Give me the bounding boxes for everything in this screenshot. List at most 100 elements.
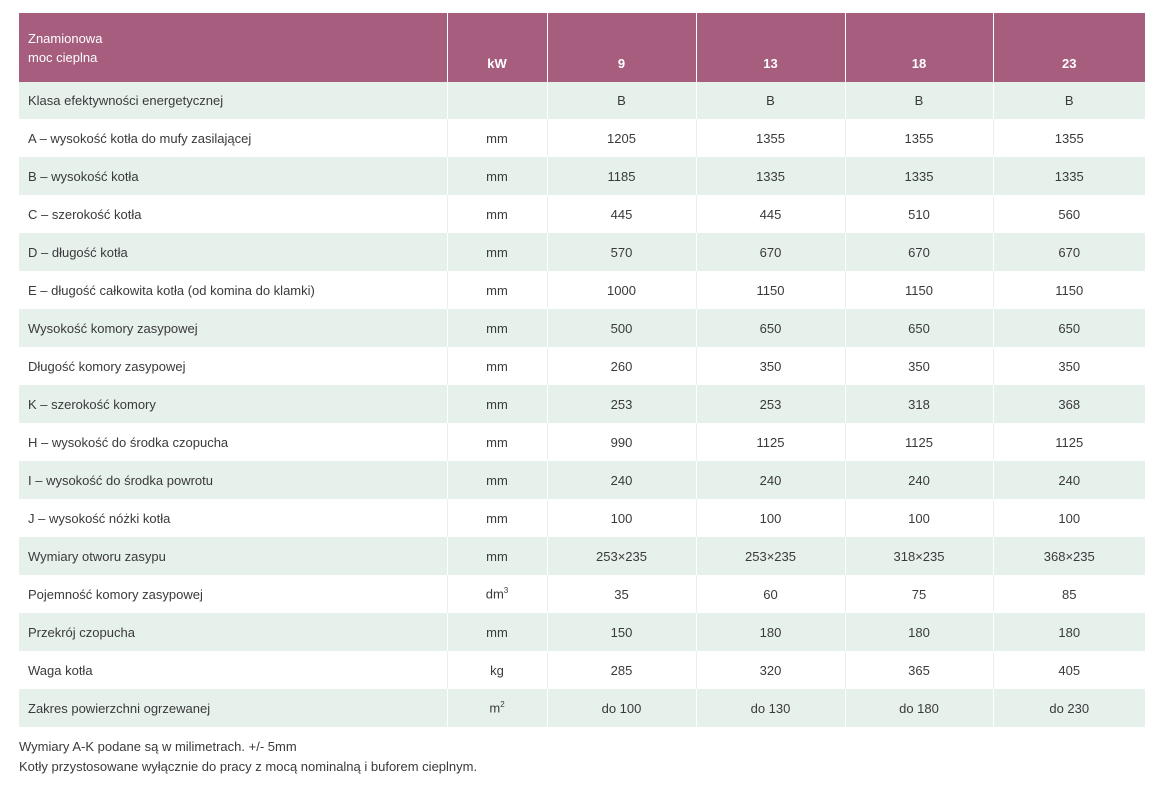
row-value: 60	[696, 575, 846, 613]
unit-text: mm	[486, 624, 508, 640]
row-value: 1125	[696, 423, 846, 461]
row-value: 670	[993, 233, 1145, 271]
row-value: 1150	[845, 271, 994, 309]
unit-text: mm	[486, 320, 508, 336]
row-value: 180	[993, 613, 1145, 651]
table-row: Waga kotła kg 285 320 365 405	[19, 651, 1145, 689]
unit-text: mm	[486, 206, 508, 222]
row-value: 318×235	[845, 537, 994, 575]
row-value: 1150	[993, 271, 1145, 309]
header-model: 23	[993, 13, 1145, 82]
row-value: 650	[845, 309, 994, 347]
row-label: A – wysokość kotła do mufy zasilającej	[19, 119, 448, 157]
row-unit: mm	[447, 157, 548, 195]
header-model: 18	[845, 13, 994, 82]
unit-text: mm	[486, 282, 508, 298]
table-row: Długość komory zasypowej mm 260 350 350 350	[19, 347, 1145, 385]
row-value: 405	[993, 651, 1145, 689]
row-value: 1355	[696, 119, 846, 157]
row-value: 240	[993, 461, 1145, 499]
row-label: Wymiary otworu zasypu	[19, 537, 448, 575]
row-value: 445	[547, 195, 697, 233]
row-value: do 230	[993, 689, 1145, 727]
table-row: A – wysokość kotła do mufy zasilającej mm…	[19, 119, 1145, 157]
row-value: 253×235	[547, 537, 697, 575]
table-row: Wysokość komory zasypowej mm 500 650 650 650	[19, 309, 1145, 347]
header-label-line2: moc cieplna	[28, 49, 98, 65]
row-label: H – wysokość do środka czopucha	[19, 423, 448, 461]
row-value: 510	[845, 195, 994, 233]
row-unit: kg	[447, 651, 548, 689]
row-value: 1335	[696, 157, 846, 195]
footnote: Wymiary A-K podane są w milimetrach. +/-…	[19, 739, 297, 754]
table-row: J – wysokość nóżki kotła mm 100 100 100 100	[19, 499, 1145, 537]
table-row: Wymiary otworu zasypu mm 253×235 253×235 318…	[19, 537, 1145, 575]
row-value: B	[993, 82, 1145, 119]
row-value: 35	[547, 575, 697, 613]
row-value: 650	[696, 309, 846, 347]
row-unit: dm3	[447, 575, 548, 613]
row-label: Przekrój czopucha	[19, 613, 448, 651]
row-label: Pojemność komory zasypowej	[19, 575, 448, 613]
row-unit: mm	[447, 385, 548, 423]
row-label: J – wysokość nóżki kotła	[19, 499, 448, 537]
row-value: 560	[993, 195, 1145, 233]
table-row: D – długość kotła mm 570 670 670 670	[19, 233, 1145, 271]
unit-text: mm	[486, 510, 508, 526]
table-row: K – szerokość komory mm 253 253 318 368	[19, 385, 1145, 423]
row-value: do 180	[845, 689, 994, 727]
row-unit: mm	[447, 613, 548, 651]
table-body: Klasa efektywności energetycznej B B B B A – …	[19, 82, 1145, 727]
unit-text: mm	[486, 358, 508, 374]
table-row: B – wysokość kotła mm 1185 1335 1335 1335	[19, 157, 1145, 195]
header-row: Znamionowa moc cieplna kW 9 13 18 23	[19, 13, 1145, 82]
row-value: 670	[696, 233, 846, 271]
row-unit: mm	[447, 271, 548, 309]
unit-superscript: 3	[503, 586, 509, 596]
row-value: 368	[993, 385, 1145, 423]
row-unit: mm	[447, 423, 548, 461]
row-value: 100	[993, 499, 1145, 537]
row-value: 320	[696, 651, 846, 689]
row-value: 350	[993, 347, 1145, 385]
row-value: 260	[547, 347, 697, 385]
row-unit: mm	[447, 233, 548, 271]
row-label: D – długość kotła	[19, 233, 448, 271]
row-value: B	[696, 82, 846, 119]
row-value: 180	[845, 613, 994, 651]
row-value: 253×235	[696, 537, 846, 575]
row-label: K – szerokość komory	[19, 385, 448, 423]
row-value: 368×235	[993, 537, 1145, 575]
row-value: do 130	[696, 689, 846, 727]
table-row: E – długość całkowita kotła (od komina d…	[19, 271, 1145, 309]
row-label: Klasa efektywności energetycznej	[19, 82, 448, 119]
footnotes: Wymiary A-K podane są w milimetrach. +/-…	[19, 737, 477, 777]
row-value: 1335	[845, 157, 994, 195]
row-value: 1125	[993, 423, 1145, 461]
unit-text: mm	[486, 130, 508, 146]
table-row: Przekrój czopucha mm 150 180 180 180	[19, 613, 1145, 651]
table-header: Znamionowa moc cieplna kW 9 13 18 23	[19, 13, 1145, 82]
unit-text: mm	[486, 548, 508, 564]
row-value: 1150	[696, 271, 846, 309]
row-unit	[447, 82, 548, 119]
row-value: 1125	[845, 423, 994, 461]
row-value: 240	[845, 461, 994, 499]
row-value: 240	[547, 461, 697, 499]
header-unit: kW	[447, 13, 548, 82]
row-value: 1355	[993, 119, 1145, 157]
row-value: 100	[845, 499, 994, 537]
row-value: 1185	[547, 157, 697, 195]
table-row: C – szerokość kotła mm 445 445 510 560	[19, 195, 1145, 233]
row-value: 253	[696, 385, 846, 423]
row-label: Długość komory zasypowej	[19, 347, 448, 385]
row-value: 285	[547, 651, 697, 689]
header-label-line1: Znamionowa	[28, 30, 103, 46]
row-label: C – szerokość kotła	[19, 195, 448, 233]
row-label: Waga kotła	[19, 651, 448, 689]
row-label: E – długość całkowita kotła (od komina d…	[19, 271, 448, 309]
row-value: 85	[993, 575, 1145, 613]
header-model: 9	[547, 13, 697, 82]
spec-table-container: Znamionowa moc cieplna kW 9 13 18 23 Kla…	[19, 13, 1145, 727]
row-value: 318	[845, 385, 994, 423]
